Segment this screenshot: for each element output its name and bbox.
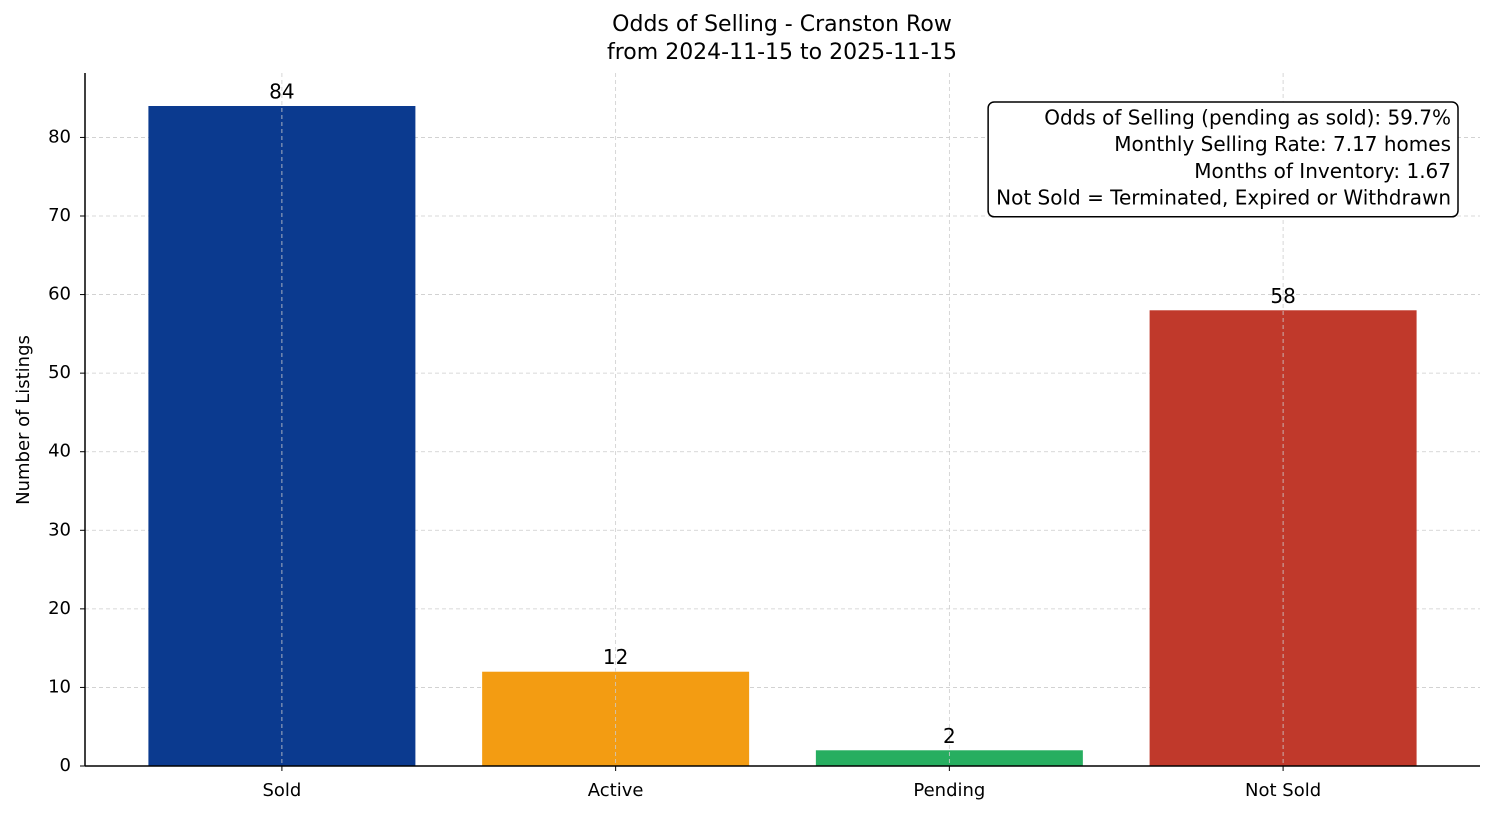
x-tick-label: Active xyxy=(588,780,644,801)
bars xyxy=(148,106,1417,766)
y-tick-label: 20 xyxy=(48,598,71,619)
overlay: 0 10 20 30 40 50 60 70 80 Sold 84 Active 12 Pending 2 N… xyxy=(48,73,1480,801)
annotation-line: Odds of Selling (pending as sold): 59.7% xyxy=(1044,106,1451,130)
y-tick-label: 80 xyxy=(48,126,71,147)
y-axis-label: Number of Listings xyxy=(13,335,34,505)
y-tick-label: 40 xyxy=(48,441,71,462)
chart-subtitle: from 2024-11-15 to 2025-11-15 xyxy=(607,40,957,65)
annotation-line: Not Sold = Terminated, Expired or Withdr… xyxy=(996,186,1451,210)
y-tick-label: 0 xyxy=(60,755,71,776)
x-tick-label: Pending xyxy=(913,780,985,801)
chart-title: Odds of Selling - Cranston Row xyxy=(612,12,952,37)
value-label: 2 xyxy=(943,724,956,748)
bar xyxy=(148,106,416,766)
value-label: 84 xyxy=(269,80,294,104)
annotation-box xyxy=(987,101,1459,218)
y-tick-label: 60 xyxy=(48,284,71,305)
y-tick-label: 70 xyxy=(48,205,71,226)
x-tick-label: Not Sold xyxy=(1245,780,1321,801)
annotation-line: Months of Inventory: 1.67 xyxy=(1194,159,1451,183)
annotation-line: Monthly Selling Rate: 7.17 homes xyxy=(1114,132,1451,156)
y-tick-label: 50 xyxy=(48,362,71,383)
value-label: 12 xyxy=(603,645,628,669)
bar xyxy=(815,750,1083,766)
y-tick-label: 10 xyxy=(48,676,71,697)
value-label: 58 xyxy=(1270,284,1295,308)
x-tick-label: Sold xyxy=(262,780,301,801)
y-tick-label: 30 xyxy=(48,519,71,540)
